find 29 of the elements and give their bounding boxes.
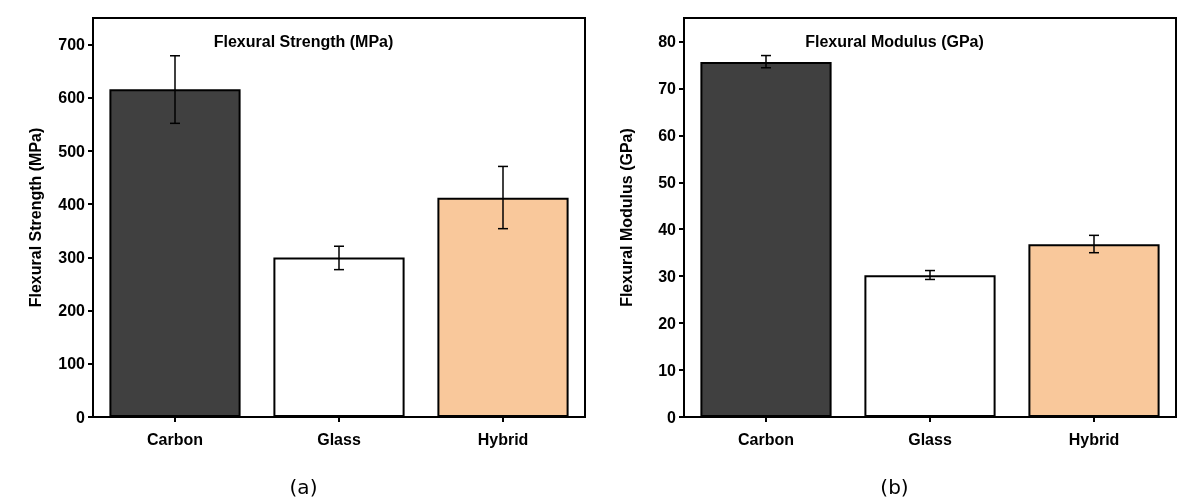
y-axis-title: Flexural Modulus (GPa) — [617, 128, 635, 307]
y-tick-label: 600 — [58, 89, 86, 107]
y-tick-label: 20 — [658, 314, 677, 332]
y-tick-label: 50 — [658, 173, 677, 191]
y-tick-label: 100 — [58, 355, 86, 373]
y-tick-label: 300 — [58, 248, 86, 266]
y-axis-title: Flexural Strength (MPa) — [26, 127, 44, 308]
text: (b) — [880, 475, 909, 499]
y-tick-label: 40 — [658, 220, 677, 238]
y-tick-label: 80 — [658, 32, 677, 50]
x-tick-label: Carbon — [147, 430, 203, 448]
x-tick-label: Glass — [317, 430, 361, 448]
y-tick-label: 200 — [58, 302, 86, 320]
x-tick-label: Hybrid — [1068, 430, 1120, 448]
y-tick-label: 500 — [58, 142, 86, 160]
y-tick-label: 700 — [58, 36, 86, 54]
text: (a) — [289, 475, 318, 499]
x-tick-label: Glass — [908, 430, 952, 448]
x-tick-label: Hybrid — [477, 430, 529, 448]
y-tick-label: 0 — [76, 408, 86, 426]
y-tick-label: 0 — [667, 408, 677, 426]
y-tick-label: 60 — [658, 126, 677, 144]
text: Flexural Modulus (GPa) — [805, 32, 984, 50]
y-tick-label: 30 — [658, 267, 677, 285]
y-tick-label: 400 — [58, 195, 86, 213]
y-tick-label: 10 — [658, 361, 677, 379]
x-tick-label: Carbon — [738, 430, 794, 448]
y-tick-label: 70 — [658, 79, 677, 97]
text: Flexural Strength (MPa) — [213, 32, 394, 50]
